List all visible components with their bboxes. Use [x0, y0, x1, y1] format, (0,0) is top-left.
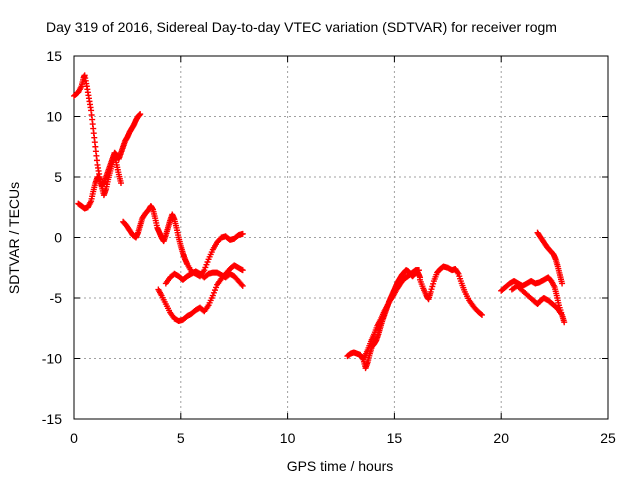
data-point — [239, 267, 246, 274]
data-point — [429, 283, 436, 290]
data-point — [477, 311, 484, 318]
data-point — [427, 288, 434, 295]
x-tick-label: 15 — [387, 430, 403, 446]
y-axis-label: SDTVAR / TECUs — [6, 182, 22, 294]
data-point — [558, 310, 565, 317]
data-point — [239, 282, 246, 289]
x-tick-label: 20 — [493, 430, 509, 446]
data-point — [561, 319, 568, 326]
grid — [74, 56, 608, 419]
y-tick-label: -10 — [42, 351, 62, 367]
x-tick-label: 10 — [280, 430, 296, 446]
data-point — [213, 284, 220, 291]
data-point — [117, 180, 124, 187]
data-point — [428, 286, 435, 293]
data-point — [209, 292, 216, 299]
data-point — [201, 267, 208, 274]
y-tick-label: 5 — [54, 169, 62, 185]
x-tick-label: 25 — [600, 430, 616, 446]
data-point — [204, 259, 211, 266]
data-point — [430, 280, 437, 287]
data-point — [238, 281, 245, 288]
data-point — [202, 264, 209, 271]
x-axis-label: GPS time / hours — [287, 458, 394, 474]
data-points — [71, 72, 568, 372]
y-tick-label: 0 — [54, 230, 62, 246]
data-point — [239, 230, 246, 237]
x-tick-label: 5 — [177, 430, 185, 446]
data-point — [478, 311, 485, 318]
chart-title: Day 319 of 2016, Sidereal Day-to-day VTE… — [46, 19, 557, 35]
data-point — [203, 261, 210, 268]
y-tick-label: -15 — [42, 411, 62, 427]
data-point — [210, 289, 217, 296]
data-point — [454, 269, 461, 276]
data-point — [211, 287, 218, 294]
data-point — [137, 111, 144, 118]
axis-ticks: 0 5 10 15 20 25 -15 -10 -5 0 5 10 15 — [42, 48, 616, 446]
data-point — [559, 280, 566, 287]
y-tick-label: 10 — [46, 109, 62, 125]
y-tick-label: -5 — [50, 290, 63, 306]
x-tick-label: 0 — [70, 430, 78, 446]
y-tick-label: 15 — [46, 48, 62, 64]
